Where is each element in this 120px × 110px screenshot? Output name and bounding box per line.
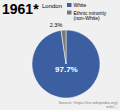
- text-line: (non-White): [74, 15, 100, 21]
- annotation: Source: https://en.wikipedia.org/wiki/..…: [58, 100, 118, 110]
- text-line: wiki/...: [106, 104, 118, 109]
- legend-swatch: [67, 3, 72, 7]
- data-label: 2.3%: [50, 22, 63, 28]
- pie: [32, 30, 100, 98]
- data-label: 97.7%: [55, 65, 78, 74]
- pie-slice: [32, 30, 100, 98]
- legend-label: Ethnic minority(non-White): [74, 10, 107, 22]
- subtitle: London: [42, 3, 62, 9]
- pie-slice: [61, 30, 66, 64]
- legend: White Ethnic minority(non-White): [67, 2, 107, 21]
- chart: 1961*London 97.7% 2.3% White Ethnic minority…: [0, 0, 120, 110]
- legend-label: White: [74, 2, 87, 8]
- legend-swatch: [67, 11, 72, 15]
- title: 1961*: [2, 1, 39, 17]
- text-line: White: [74, 2, 87, 8]
- background: [0, 0, 120, 110]
